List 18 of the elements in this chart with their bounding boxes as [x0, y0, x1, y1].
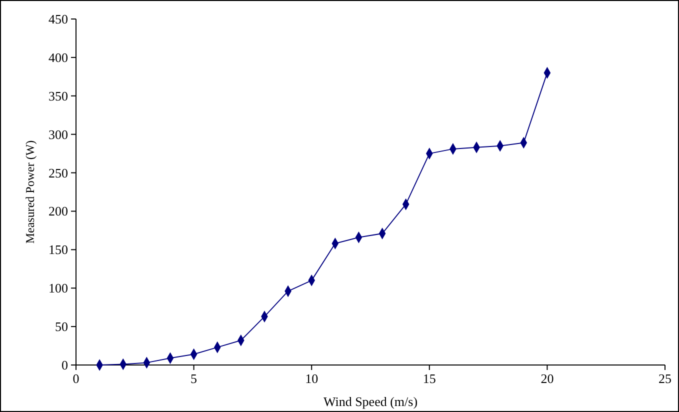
x-tick-label: 20	[540, 371, 554, 386]
y-tick-label: 100	[48, 280, 68, 296]
x-axis-title: Wind Speed (m/s)	[323, 394, 418, 409]
y-tick-label: 350	[48, 88, 68, 104]
x-tick-label: 0	[72, 371, 80, 386]
y-tick-label: 400	[48, 50, 68, 65]
y-tick-label: 450	[48, 12, 68, 26]
x-tick-label: 25	[658, 371, 672, 386]
y-tick-label: 200	[48, 204, 68, 219]
y-tick-label: 50	[55, 319, 68, 334]
y-tick-label: 300	[48, 126, 68, 142]
y-axis-title: Measured Power (W)	[23, 140, 37, 244]
x-tick-label: 10	[305, 371, 318, 386]
y-tick-label: 0	[62, 358, 68, 372]
x-tick-label: 15	[422, 371, 436, 386]
y-tick-label: 250	[48, 165, 68, 180]
y-tick-label: 150	[48, 242, 68, 258]
x-tick-label: 5	[190, 371, 198, 386]
